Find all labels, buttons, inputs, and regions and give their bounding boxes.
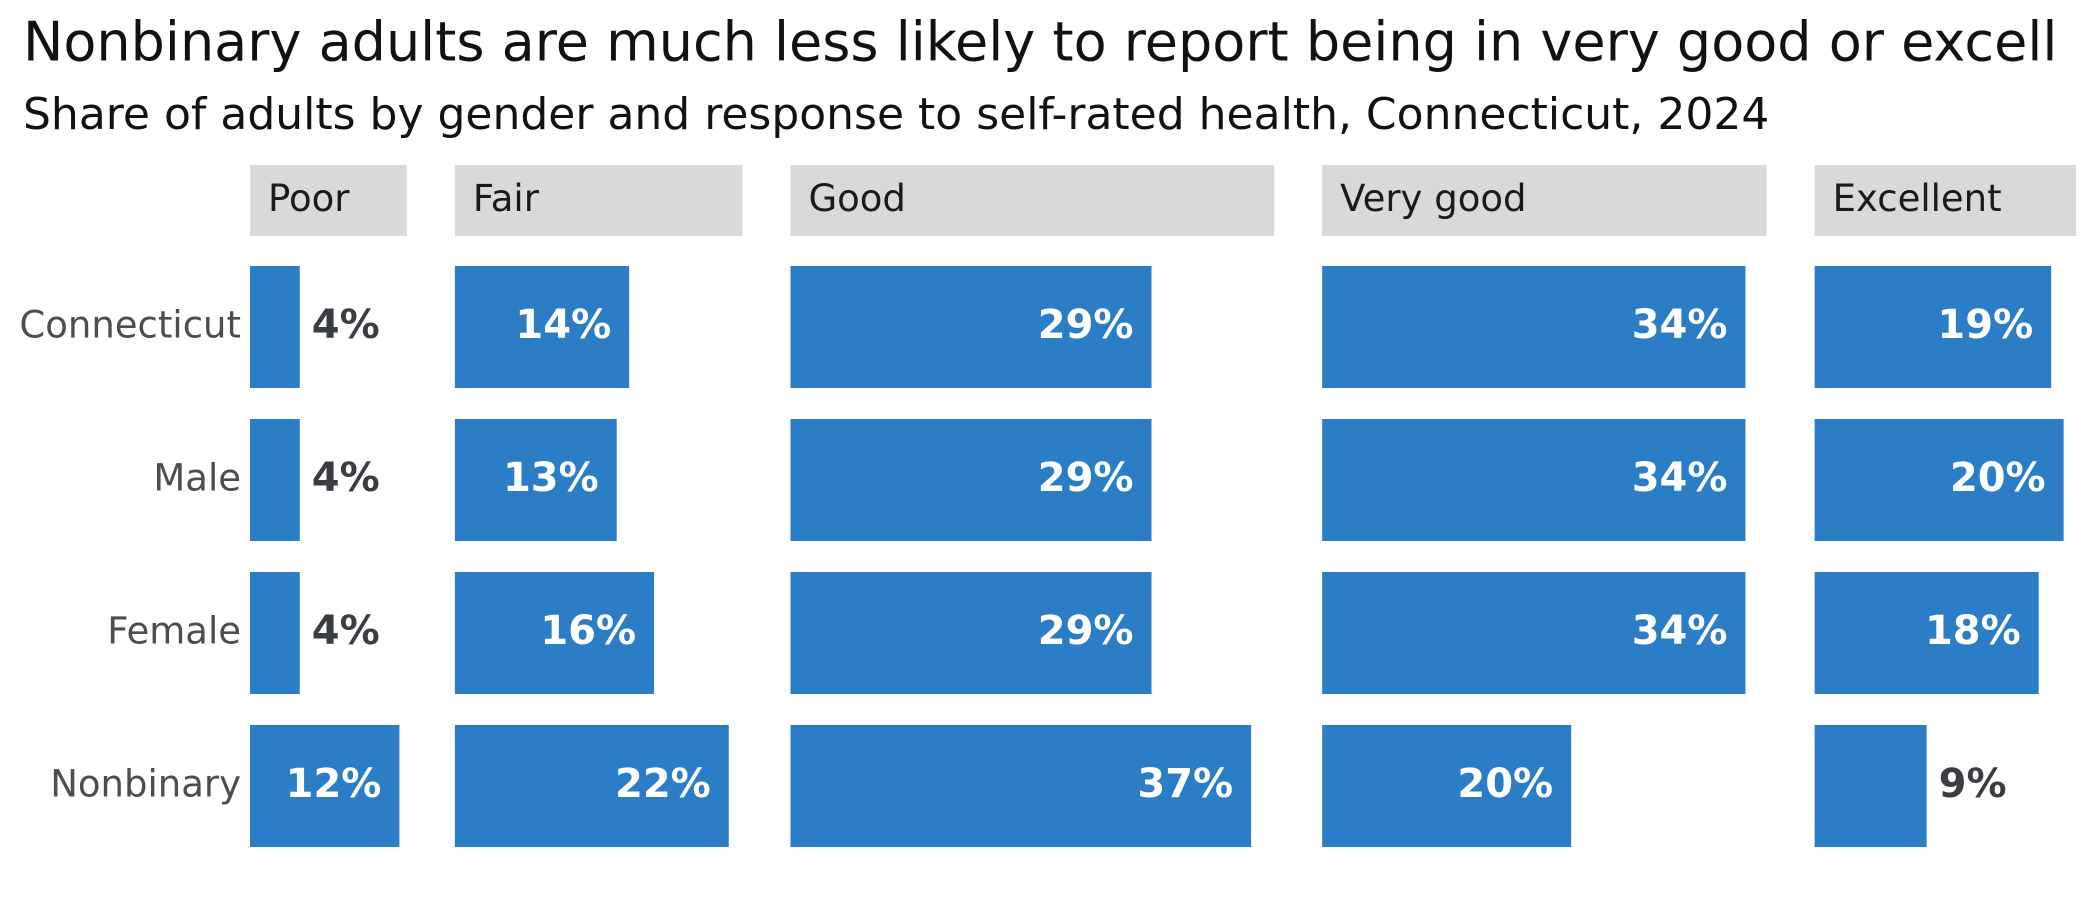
bar (1814, 419, 2064, 541)
facet-label: Excellent (1833, 177, 2002, 220)
chart-subtitle: Share of adults by gender and response t… (23, 89, 1769, 140)
value-label: 22% (615, 761, 711, 807)
value-label: 34% (1632, 455, 1728, 501)
row-label: Connecticut (19, 304, 241, 347)
value-label: 4% (312, 302, 380, 348)
value-label: 34% (1632, 608, 1728, 654)
bar (1814, 266, 2052, 388)
value-label: 34% (1632, 302, 1728, 348)
bar (790, 572, 1152, 694)
facet-label: Very good (1340, 177, 1526, 220)
bar (1814, 572, 2039, 694)
value-label: 16% (540, 608, 636, 654)
facet-strip (1814, 165, 2077, 236)
value-label: 29% (1038, 455, 1134, 501)
value-label: 4% (312, 455, 380, 501)
chart-title: Nonbinary adults are much less likely to… (23, 11, 2057, 74)
value-label: 29% (1038, 302, 1134, 348)
facet-strip (1322, 165, 1767, 236)
bar (454, 419, 617, 541)
facet-strip (454, 165, 743, 236)
value-label: 14% (515, 302, 611, 348)
bar (454, 266, 630, 388)
bar (790, 419, 1152, 541)
value-label: 18% (1925, 608, 2021, 654)
facet-label: Good (808, 177, 905, 220)
bar (454, 725, 729, 847)
value-label: 37% (1137, 761, 1233, 807)
bar (250, 572, 300, 694)
row-label: Male (153, 457, 241, 500)
row-label: Female (107, 610, 241, 653)
bar (1322, 725, 1572, 847)
value-label: 4% (312, 608, 380, 654)
bar (250, 725, 400, 847)
value-label: 19% (1937, 302, 2033, 348)
bar (1814, 725, 1927, 847)
facet-strip (790, 165, 1275, 236)
bar (1322, 266, 1746, 388)
value-label: 20% (1950, 455, 2046, 501)
bar (790, 725, 1252, 847)
facet-label: Poor (268, 177, 350, 220)
facet-strip (250, 165, 407, 236)
bar (454, 572, 655, 694)
bar (250, 419, 300, 541)
row-label: Nonbinary (50, 763, 241, 806)
facet-label: Fair (473, 177, 540, 220)
bar (1322, 572, 1746, 694)
value-label: 29% (1038, 608, 1134, 654)
value-label: 12% (286, 761, 382, 807)
bar (1322, 419, 1746, 541)
bar (250, 266, 300, 388)
bar (790, 266, 1152, 388)
value-label: 9% (1939, 761, 2007, 807)
value-label: 13% (503, 455, 599, 501)
value-label: 20% (1457, 761, 1553, 807)
